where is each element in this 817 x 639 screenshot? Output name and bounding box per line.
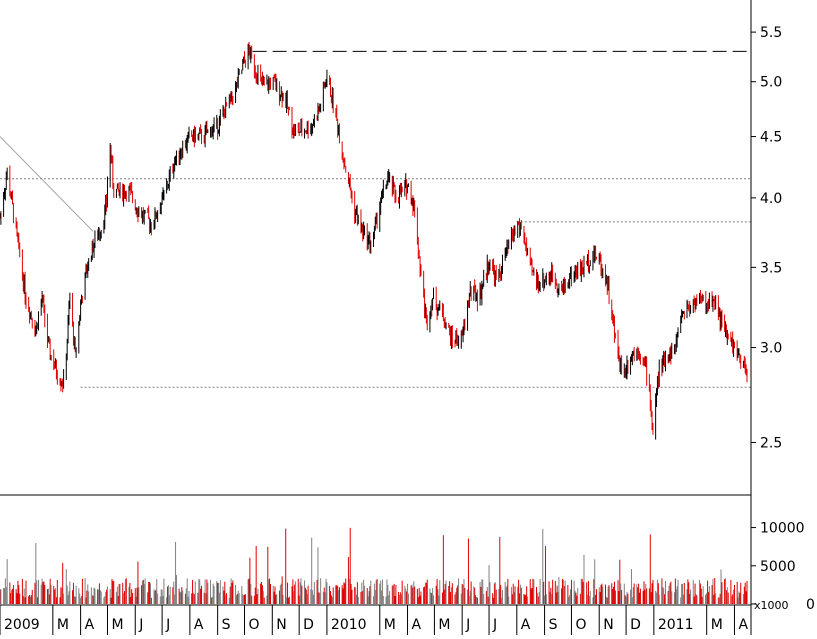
time-tick-label: A [412, 617, 422, 633]
price-tick-label: 3.5 [760, 260, 782, 276]
volume-tick-label: 0 [806, 597, 815, 613]
price-tick-label: 5.0 [760, 75, 782, 91]
time-tick-label: M [438, 617, 450, 633]
time-tick-label: M [57, 617, 69, 633]
time-tick-label: J [138, 617, 143, 633]
time-tick-label: J [492, 617, 497, 633]
price-tick-label: 2.5 [760, 435, 782, 451]
time-tick-label: M [384, 617, 396, 633]
time-tick-label: N [603, 617, 613, 633]
time-tick-label: S [549, 617, 558, 633]
trendline [0, 136, 94, 232]
time-tick-label: N [276, 617, 286, 633]
volume-tick-label: 5000 [760, 559, 796, 575]
price-tick-label: 4.5 [760, 130, 782, 146]
volume-tick-label: 10000 [760, 521, 805, 537]
time-tick-label: O [575, 617, 586, 633]
time-tick-label: A [738, 617, 748, 633]
time-tick-label: S [222, 617, 231, 633]
price-tick-label: 5.5 [760, 25, 782, 41]
time-tick-label: J [165, 617, 170, 633]
price-tick-label: 3.0 [760, 341, 782, 357]
time-tick-label: A [85, 617, 95, 633]
price-tick-label: 4.0 [760, 191, 782, 207]
volume-multiplier-label: x1000 [754, 599, 789, 612]
time-tick-label: O [249, 617, 260, 633]
time-tick-label: A [194, 617, 204, 633]
time-tick-label: 2010 [331, 617, 367, 633]
time-tick-label: 2009 [4, 617, 40, 633]
time-tick-label: D [303, 617, 314, 633]
time-tick-label: D [630, 617, 641, 633]
time-tick-label: J [465, 617, 470, 633]
time-tick-label: A [521, 617, 531, 633]
time-tick-label: M [711, 617, 723, 633]
time-tick-label: 2011 [658, 617, 694, 633]
time-tick-label: M [111, 617, 123, 633]
